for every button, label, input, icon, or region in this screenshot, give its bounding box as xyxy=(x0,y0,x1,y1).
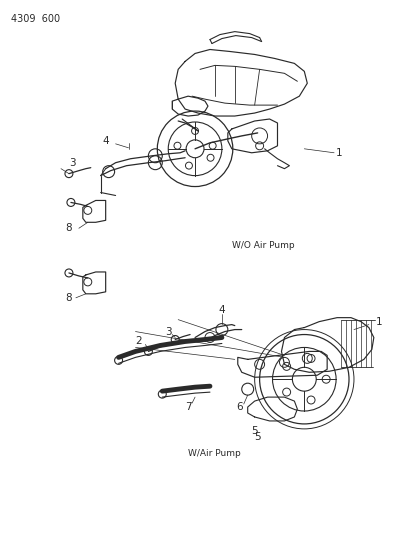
Text: 2: 2 xyxy=(135,336,142,346)
Text: 6: 6 xyxy=(237,402,243,412)
Text: 5: 5 xyxy=(251,426,258,436)
Text: 1: 1 xyxy=(336,148,342,158)
Text: 3: 3 xyxy=(70,158,76,168)
Text: 4: 4 xyxy=(102,136,109,146)
Text: 4309  600: 4309 600 xyxy=(11,14,60,24)
Text: 4: 4 xyxy=(219,305,225,314)
Text: 8: 8 xyxy=(66,223,72,233)
Text: 8: 8 xyxy=(66,293,72,303)
Text: 3: 3 xyxy=(165,327,171,336)
Text: 1: 1 xyxy=(375,317,382,327)
Text: 7: 7 xyxy=(185,402,191,412)
Text: W/O Air Pump: W/O Air Pump xyxy=(232,240,295,249)
Text: 5: 5 xyxy=(254,432,261,442)
Text: W/Air Pump: W/Air Pump xyxy=(188,449,241,458)
